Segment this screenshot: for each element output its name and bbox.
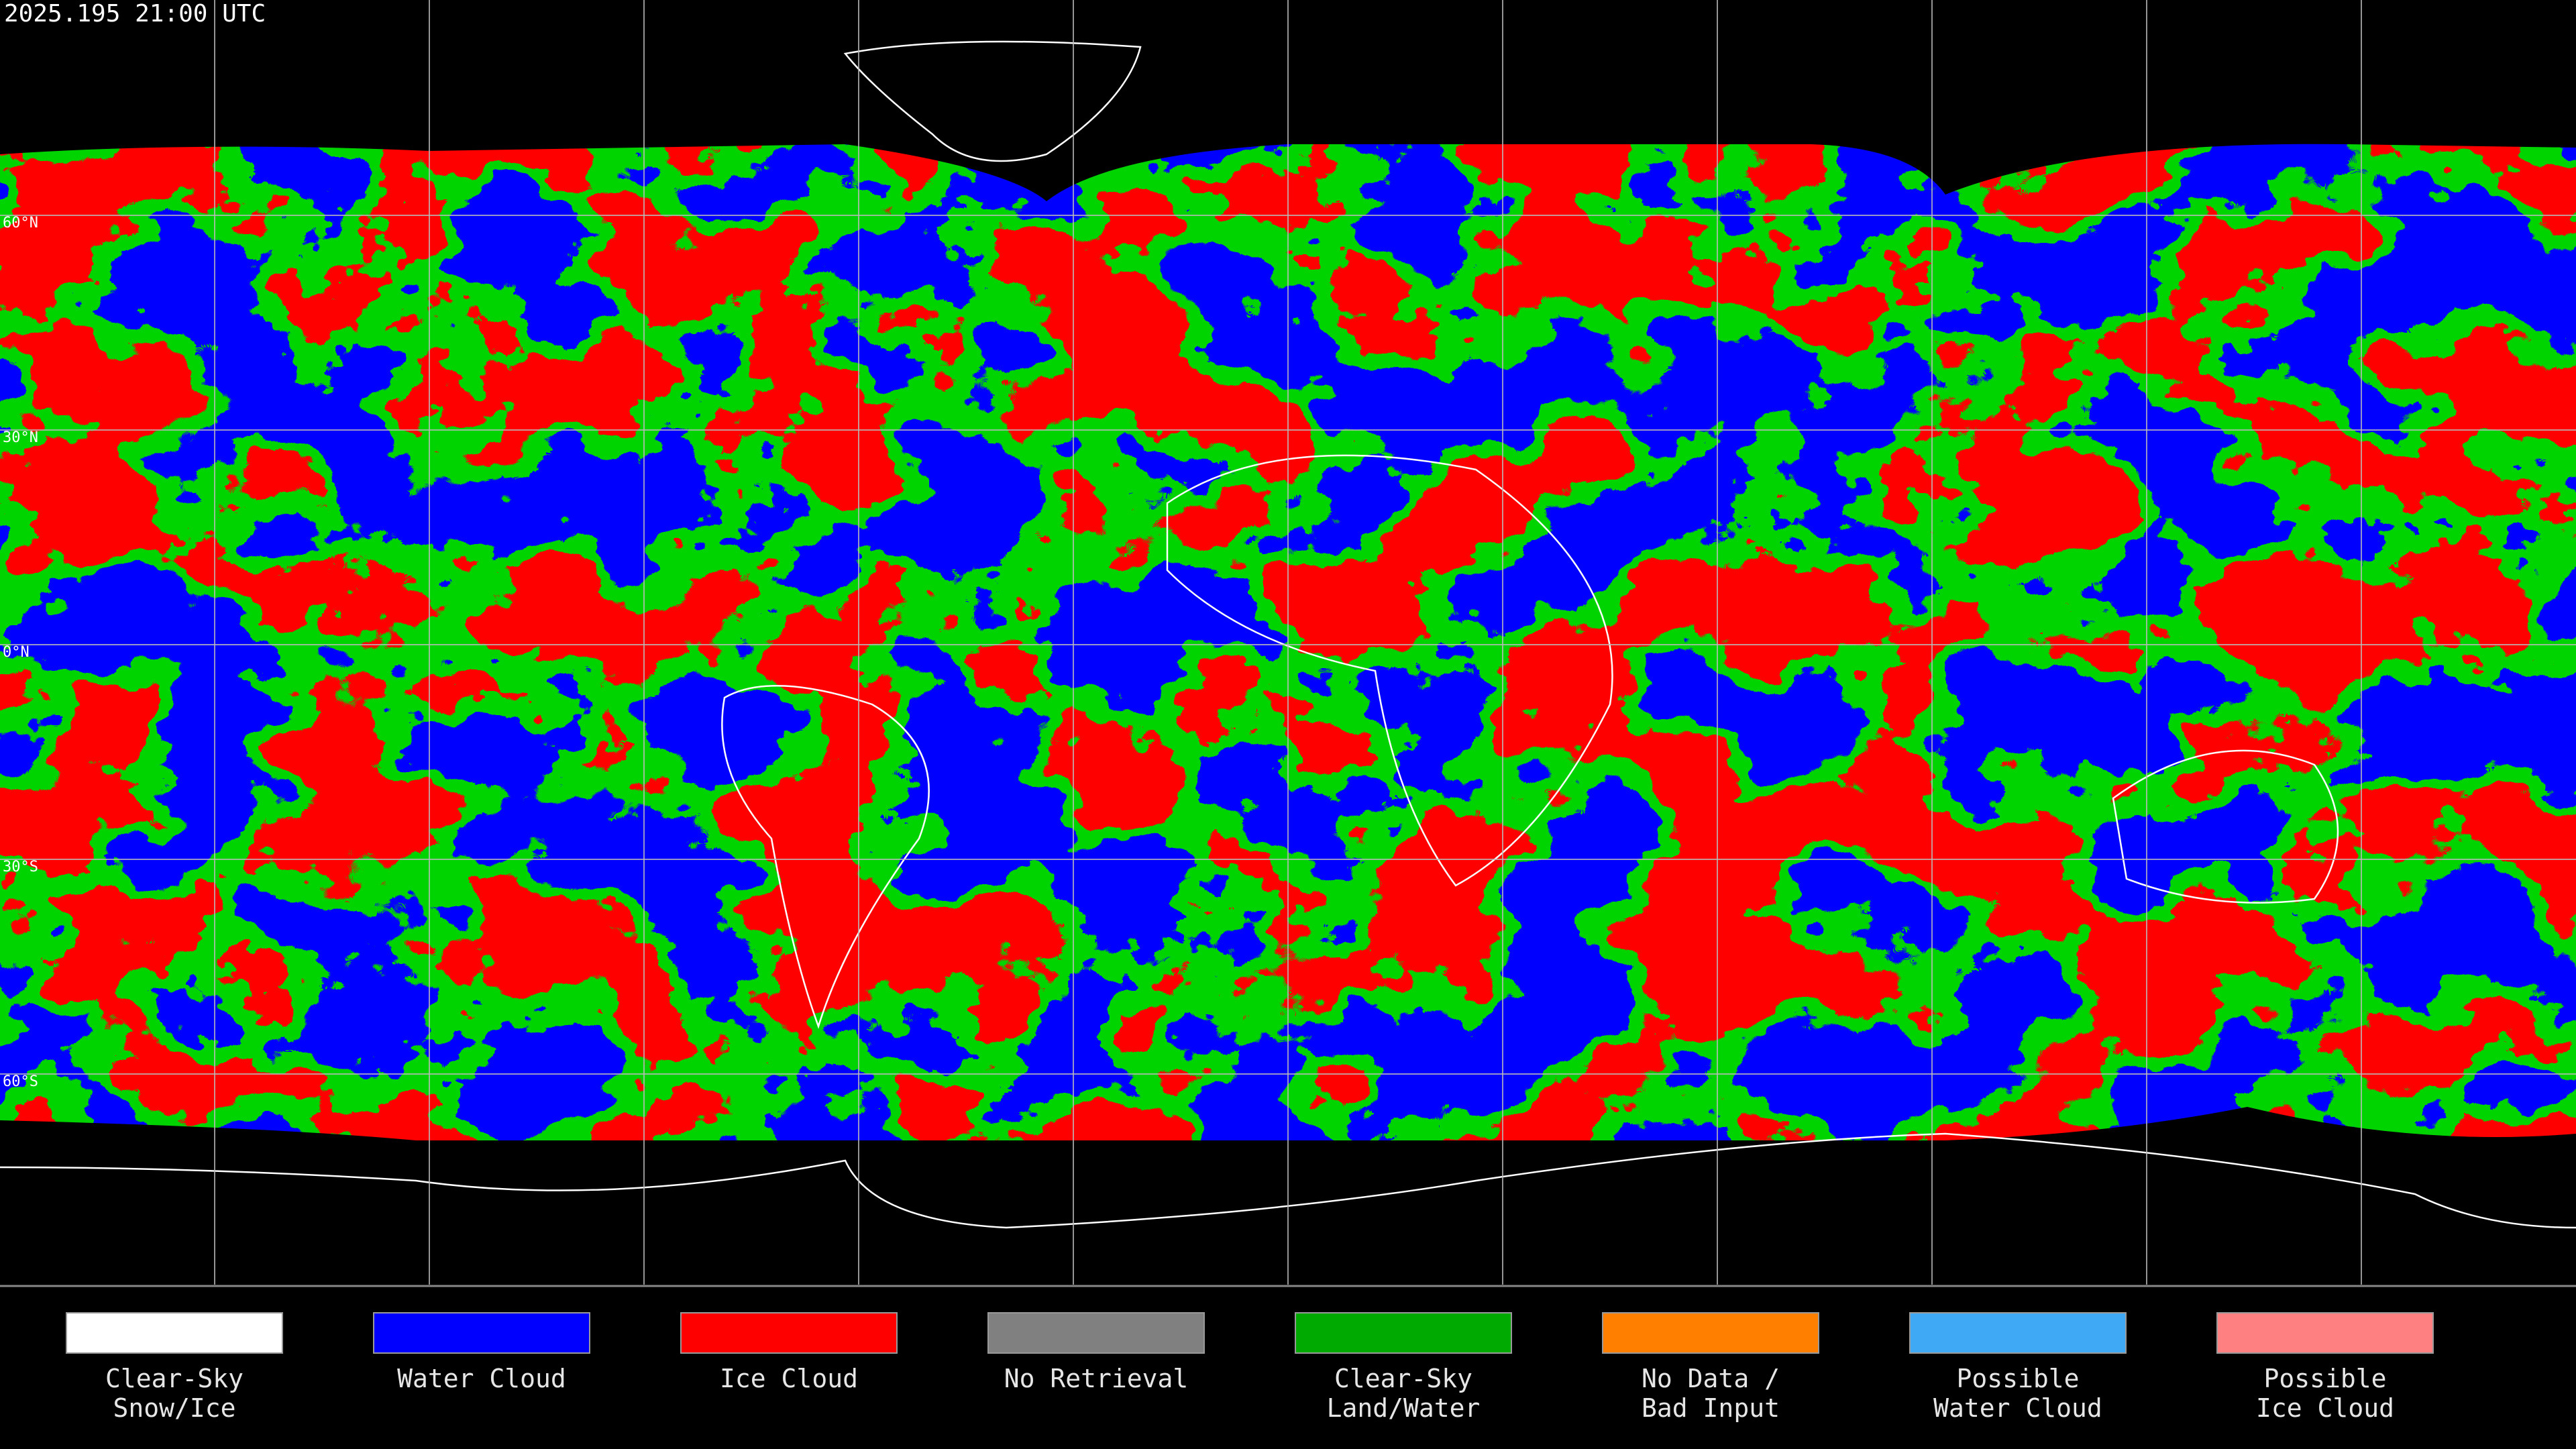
legend-label: No Retrieval	[1004, 1364, 1189, 1393]
legend-swatch	[1295, 1312, 1512, 1354]
legend-label: Bad Input	[1642, 1393, 1780, 1423]
legend-swatch	[373, 1312, 590, 1354]
legend-label: Clear-Sky	[105, 1364, 244, 1393]
latitude-label: 60°S	[3, 1073, 38, 1090]
legend-label: Ice Cloud	[2256, 1393, 2394, 1423]
legend-label: Possible	[2263, 1364, 2386, 1393]
antarctica-outline	[0, 1132, 2576, 1229]
legend-label: Snow/Ice	[113, 1393, 235, 1423]
coastlines	[0, 40, 2576, 1229]
australia-outline	[2112, 749, 2339, 904]
greenland-outline	[843, 40, 1142, 162]
legend-swatch	[1602, 1312, 1819, 1354]
latitude-label: 60°N	[3, 215, 38, 231]
south-america-outline	[721, 684, 930, 1029]
legend-swatch	[680, 1312, 898, 1354]
legend-swatch	[66, 1312, 283, 1354]
legend-label: Land/Water	[1327, 1393, 1481, 1423]
legend-label: Water Cloud	[1933, 1393, 2102, 1423]
latitude-label: 0°N	[3, 644, 30, 661]
latitude-label: 30°N	[3, 429, 38, 446]
timestamp: 2025.195 21:00 UTC	[4, 0, 266, 28]
legend-swatch	[2216, 1312, 2434, 1354]
legend-label: Possible	[1956, 1364, 2079, 1393]
legend-swatch	[1909, 1312, 2127, 1354]
africa-outline	[1166, 454, 1613, 887]
legend-label: Ice Cloud	[720, 1364, 858, 1393]
latitude-label: 30°S	[3, 859, 38, 875]
legend-label: Clear-Sky	[1334, 1364, 1472, 1393]
legend-swatch	[987, 1312, 1205, 1354]
legend-label: Water Cloud	[397, 1364, 566, 1393]
legend-label: No Data /	[1642, 1364, 1780, 1393]
